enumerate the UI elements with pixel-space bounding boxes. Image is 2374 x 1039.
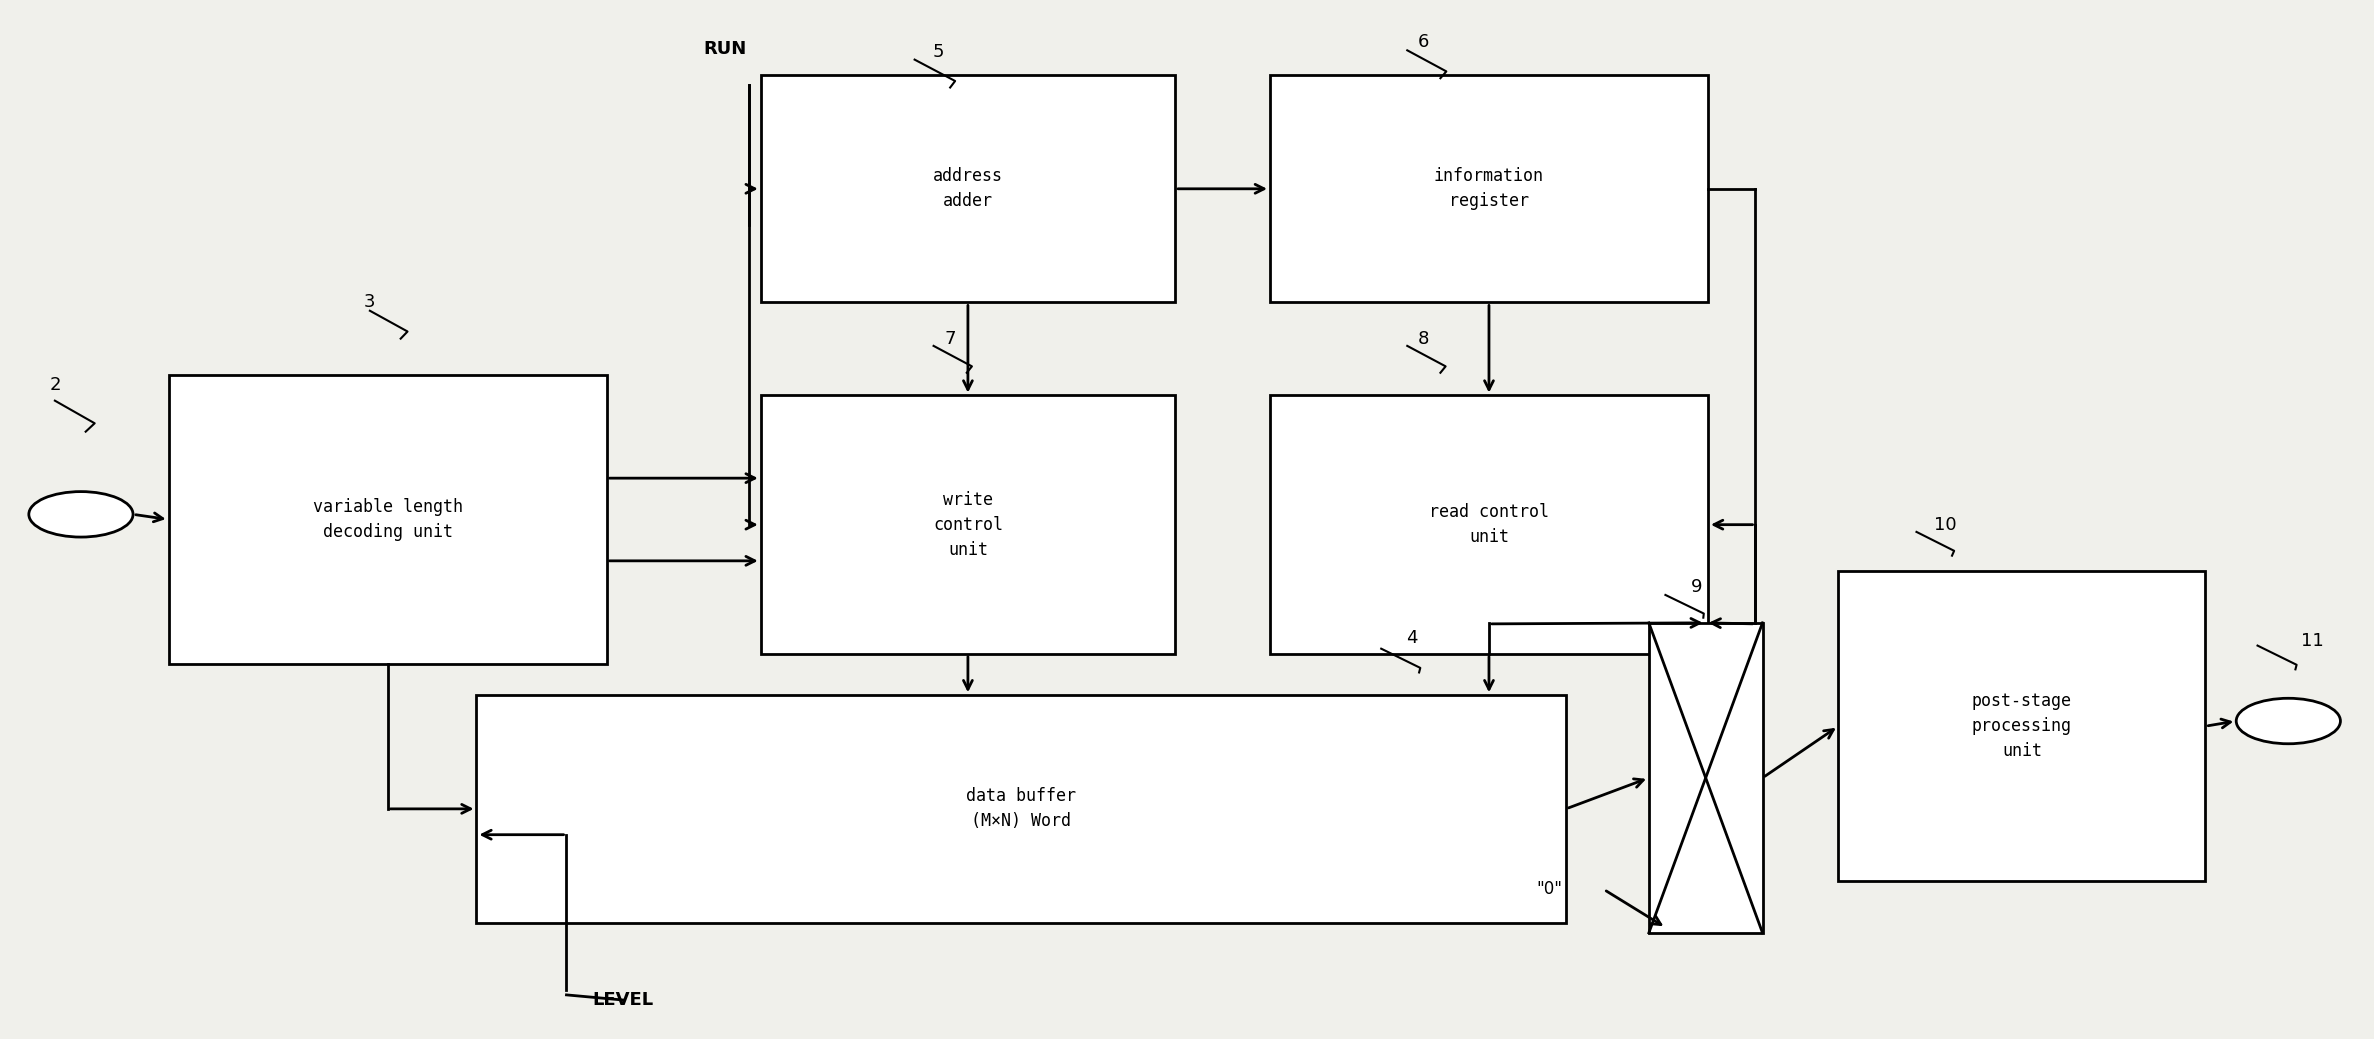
Text: information
register: information register [1434,167,1543,210]
Text: post-stage
processing
unit: post-stage processing unit [1973,692,2073,761]
Text: 5: 5 [933,44,945,61]
Bar [477,695,1567,923]
Bar [1650,622,1762,933]
Text: 8: 8 [1417,329,1429,348]
Bar [760,75,1175,302]
Bar [1837,571,2205,881]
Text: variable length
decoding unit: variable length decoding unit [313,498,463,541]
Circle shape [2236,698,2341,744]
Text: 2: 2 [50,376,62,394]
Text: address
adder: address adder [933,167,1002,210]
Text: LEVEL: LEVEL [594,991,653,1009]
Text: "0": "0" [1536,880,1562,899]
Text: data buffer
(M×N) Word: data buffer (M×N) Word [966,788,1075,830]
Text: read control
unit: read control unit [1429,503,1548,547]
Text: 6: 6 [1417,33,1429,51]
Text: RUN: RUN [703,41,748,58]
Text: write
control
unit: write control unit [933,490,1002,559]
Circle shape [28,491,133,537]
Text: 10: 10 [1932,515,1956,534]
Bar [169,375,608,664]
Text: 7: 7 [945,329,957,348]
Bar [1270,396,1707,654]
Text: 11: 11 [2300,633,2324,650]
Text: 4: 4 [1405,630,1417,647]
Text: 3: 3 [363,293,375,312]
Bar [1270,75,1707,302]
Bar [760,396,1175,654]
Text: 9: 9 [1690,578,1702,595]
